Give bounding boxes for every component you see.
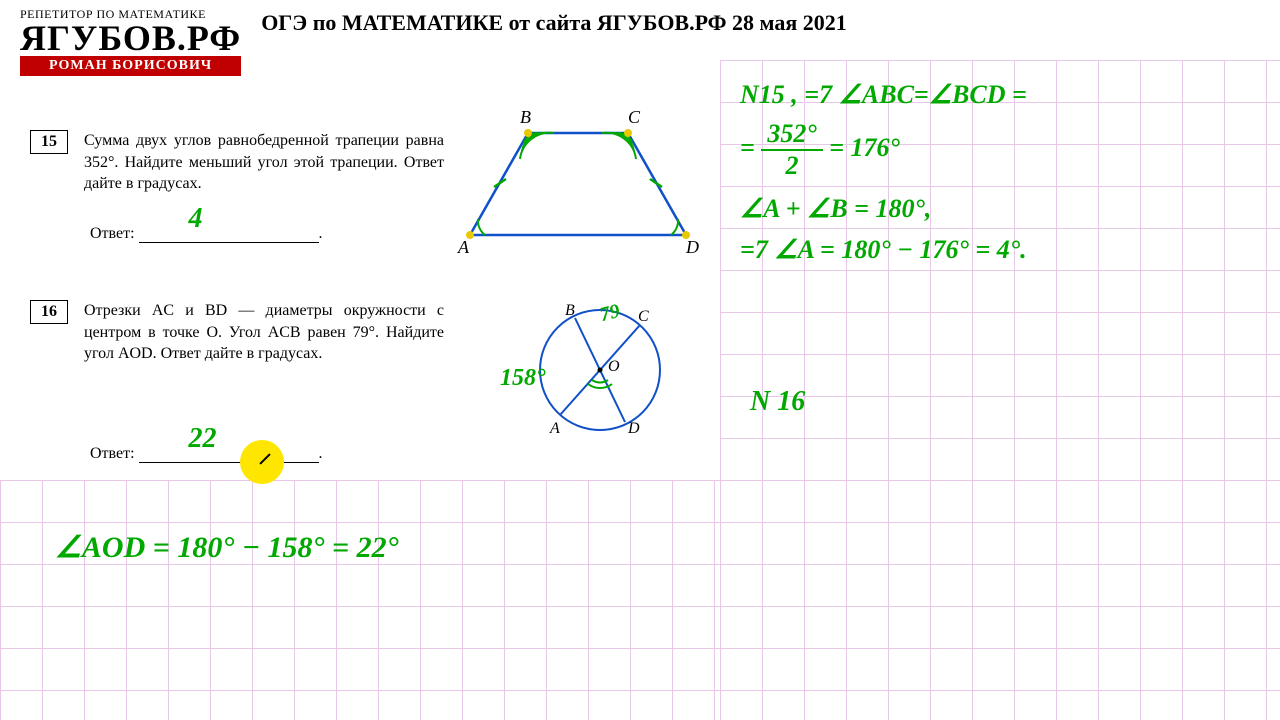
grid-bottom (0, 480, 720, 720)
hw-frac-result: = 176° (829, 133, 900, 162)
problem-number: 15 (30, 130, 68, 154)
figure-trapezoid: B C A D (450, 115, 700, 265)
label-B: B (520, 107, 531, 128)
answer-label: Ответ: (90, 225, 135, 242)
label-C: C (638, 308, 649, 326)
hw-solution-15: N15 , =7 ∠ABC=∠BCD = = 352° 2 = 176° ∠A … (740, 75, 1260, 270)
problem-number: 16 (30, 300, 68, 324)
logo: РЕПЕТИТОР ПО МАТЕМАТИКЕ ЯГУБОВ.РФ РОМАН … (20, 8, 241, 76)
label-D: D (686, 237, 699, 258)
answer-underline: 4 (139, 225, 319, 243)
hw-frac-num: 352° (761, 121, 822, 151)
trapezoid-svg (450, 115, 710, 265)
hw-frac-den: 2 (761, 151, 822, 179)
hw-line: =7 ∠A = 180° − 176° = 4°. (740, 230, 1260, 270)
logo-author: РОМАН БОРИСОВИЧ (20, 56, 241, 76)
label-A: A (458, 237, 469, 258)
label-C: C (628, 107, 640, 128)
hw-fraction: 352° 2 (761, 121, 822, 179)
answer-underline: 22 (139, 445, 319, 463)
hw-line: ∠A + ∠B = 180°, (740, 189, 1260, 229)
label-D: D (628, 420, 640, 438)
answer-label: Ответ: (90, 445, 135, 462)
page-title: ОГЭ по МАТЕМАТИКЕ от сайта ЯГУБОВ.РФ 28 … (261, 10, 847, 36)
label-O: O (608, 358, 620, 376)
hw-158: 158° (500, 360, 546, 397)
label-B: B (565, 302, 575, 320)
problem-text: Отрезки AC и BD — диаметры окружности с … (84, 300, 444, 365)
answer-value: 4 (189, 203, 203, 235)
hw-solution-16: ∠AOD = 180° − 158° = 22° (55, 525, 399, 572)
problem-text: Сумма двух углов равнобедренной трапеции… (84, 130, 444, 195)
hw-line: N15 , =7 ∠ABC=∠BCD = (740, 75, 1260, 115)
hw-frac-line: = 352° 2 = 176° (740, 121, 1260, 179)
label-A: A (550, 420, 560, 438)
answer-value: 22 (189, 423, 217, 455)
hw-n16: N 16 (750, 380, 805, 423)
header: РЕПЕТИТОР ПО МАТЕМАТИКЕ ЯГУБОВ.РФ РОМАН … (20, 8, 1260, 76)
logo-main: ЯГУБОВ.РФ (20, 20, 241, 56)
